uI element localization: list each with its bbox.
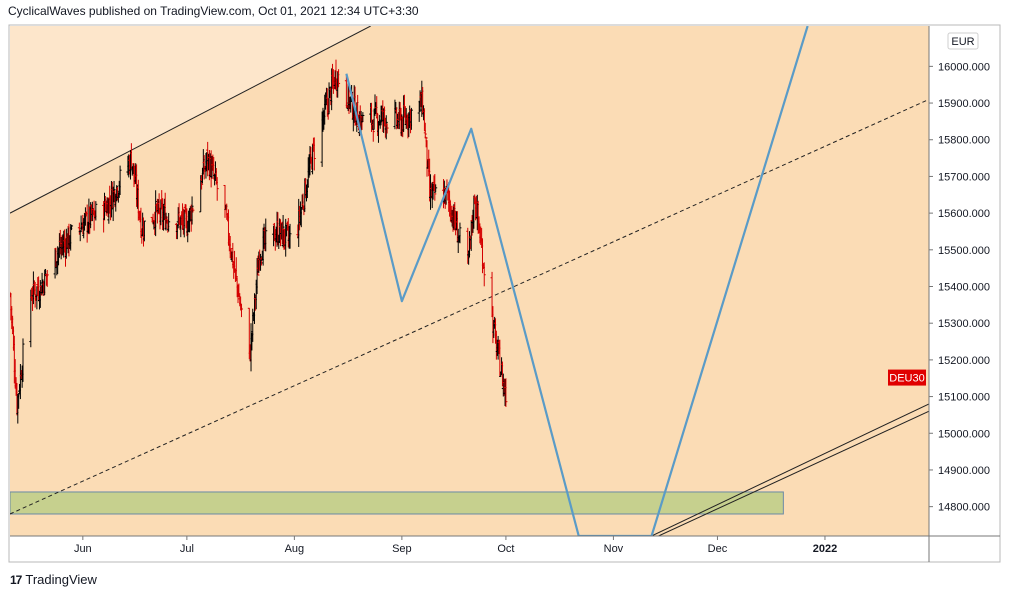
ohlc-bar[interactable] bbox=[239, 303, 243, 318]
upper-channel-region bbox=[10, 26, 929, 214]
ohlc-bar[interactable] bbox=[458, 222, 462, 244]
price-tick-label: 14800.000 bbox=[938, 502, 990, 514]
plot-area[interactable] bbox=[9, 0, 930, 536]
price-tick-label: 15300.000 bbox=[938, 318, 990, 330]
footer: 17 TradingView bbox=[10, 572, 97, 587]
ohlc-bar[interactable] bbox=[102, 200, 106, 233]
ohlc-bar[interactable] bbox=[385, 123, 389, 134]
ohlc-bar[interactable] bbox=[94, 201, 98, 221]
ohlc-bar[interactable] bbox=[115, 185, 119, 202]
time-tick-label: Oct bbox=[497, 543, 514, 555]
time-tick-label: Nov bbox=[604, 543, 624, 555]
time-tick-label: Jun bbox=[74, 543, 92, 555]
price-tick-label: 15400.000 bbox=[938, 282, 990, 294]
ohlc-bar[interactable] bbox=[281, 215, 285, 248]
price-tick-label: 15100.000 bbox=[938, 392, 990, 404]
ohlc-bar[interactable] bbox=[215, 177, 219, 201]
publish-info: CyclicalWaves published on TradingView.c… bbox=[8, 4, 419, 18]
price-tick-label: 15500.000 bbox=[938, 245, 990, 257]
price-tick-label: 15700.000 bbox=[938, 171, 990, 183]
ohlc-bar[interactable] bbox=[45, 269, 49, 287]
time-axis[interactable]: Jun Jul Aug Sep Oct Nov Dec 2022 bbox=[10, 535, 1000, 555]
price-tick-label: 15200.000 bbox=[938, 355, 990, 367]
ohlc-bar[interactable] bbox=[361, 112, 365, 123]
time-tick-label: Aug bbox=[285, 543, 305, 555]
ohlc-bar[interactable] bbox=[337, 69, 341, 88]
ohlc-bar[interactable] bbox=[70, 224, 74, 231]
ohlc-bar[interactable] bbox=[167, 212, 171, 232]
symbol-label: DEU30 bbox=[889, 373, 924, 385]
price-tick-label: 16000.000 bbox=[938, 61, 990, 73]
ohlc-bar[interactable] bbox=[190, 196, 194, 225]
ohlc-bar[interactable] bbox=[21, 338, 25, 382]
price-tick-label: 14900.000 bbox=[938, 465, 990, 477]
support-zone[interactable] bbox=[10, 491, 784, 515]
ohlc-bar[interactable] bbox=[409, 107, 413, 130]
lower-channel-line-2[interactable] bbox=[658, 410, 929, 536]
ohlc-bars[interactable] bbox=[9, 59, 508, 424]
price-tick-label: 15600.000 bbox=[938, 208, 990, 220]
ohlc-bar[interactable] bbox=[191, 207, 195, 213]
time-tick-label: 2022 bbox=[813, 543, 837, 555]
ohlc-bar[interactable] bbox=[142, 220, 146, 242]
ohlc-bar[interactable] bbox=[423, 122, 427, 139]
ohlc-bar[interactable] bbox=[504, 378, 508, 407]
ohlc-bar[interactable] bbox=[434, 184, 438, 193]
ohlc-bar[interactable] bbox=[264, 218, 268, 252]
tradingview-logo-icon: 17 bbox=[10, 572, 22, 587]
ohlc-bar[interactable] bbox=[384, 115, 388, 140]
wave-projection-path[interactable] bbox=[345, 26, 809, 536]
tradingview-brand[interactable]: TradingView bbox=[25, 572, 97, 587]
currency-badge-box bbox=[947, 32, 979, 50]
ohlc-bar[interactable] bbox=[312, 137, 316, 171]
ohlc-bar[interactable] bbox=[39, 285, 43, 296]
price-chart[interactable]: EUR 14800.000 14900.000 15000.000 15100.000 1… bbox=[0, 0, 1009, 565]
ohlc-bar[interactable] bbox=[482, 262, 486, 287]
plot-content bbox=[9, 26, 929, 536]
price-axis[interactable]: EUR 14800.000 14900.000 15000.000 15100.000 1… bbox=[888, 26, 990, 562]
ohlc-bar[interactable] bbox=[371, 119, 375, 142]
chart-outer-border bbox=[8, 24, 1001, 563]
time-tick-label: Dec bbox=[708, 543, 728, 555]
price-tick-label: 15800.000 bbox=[938, 135, 990, 147]
symbol-badge-box bbox=[888, 369, 926, 386]
time-tick-label: Jul bbox=[180, 543, 194, 555]
ohlc-bar[interactable] bbox=[200, 174, 204, 190]
currency-badge[interactable]: EUR bbox=[947, 32, 979, 50]
ohlc-bar[interactable] bbox=[118, 165, 122, 195]
lower-channel-line[interactable] bbox=[651, 403, 929, 536]
ohlc-bar[interactable] bbox=[433, 174, 437, 201]
time-tick-label: Sep bbox=[392, 543, 412, 555]
upper-channel-line[interactable] bbox=[10, 26, 371, 214]
ohlc-bar[interactable] bbox=[209, 150, 213, 188]
ohlc-bar[interactable] bbox=[234, 257, 238, 282]
ohlc-bar[interactable] bbox=[424, 136, 428, 148]
price-tick-label: 15900.000 bbox=[938, 98, 990, 110]
currency-label: EUR bbox=[951, 36, 974, 48]
middle-channel-dashed-line[interactable] bbox=[10, 98, 929, 515]
price-tick-label: 15000.000 bbox=[938, 428, 990, 440]
symbol-badge[interactable]: DEU30 bbox=[888, 369, 926, 386]
ohlc-bar[interactable] bbox=[288, 223, 292, 249]
